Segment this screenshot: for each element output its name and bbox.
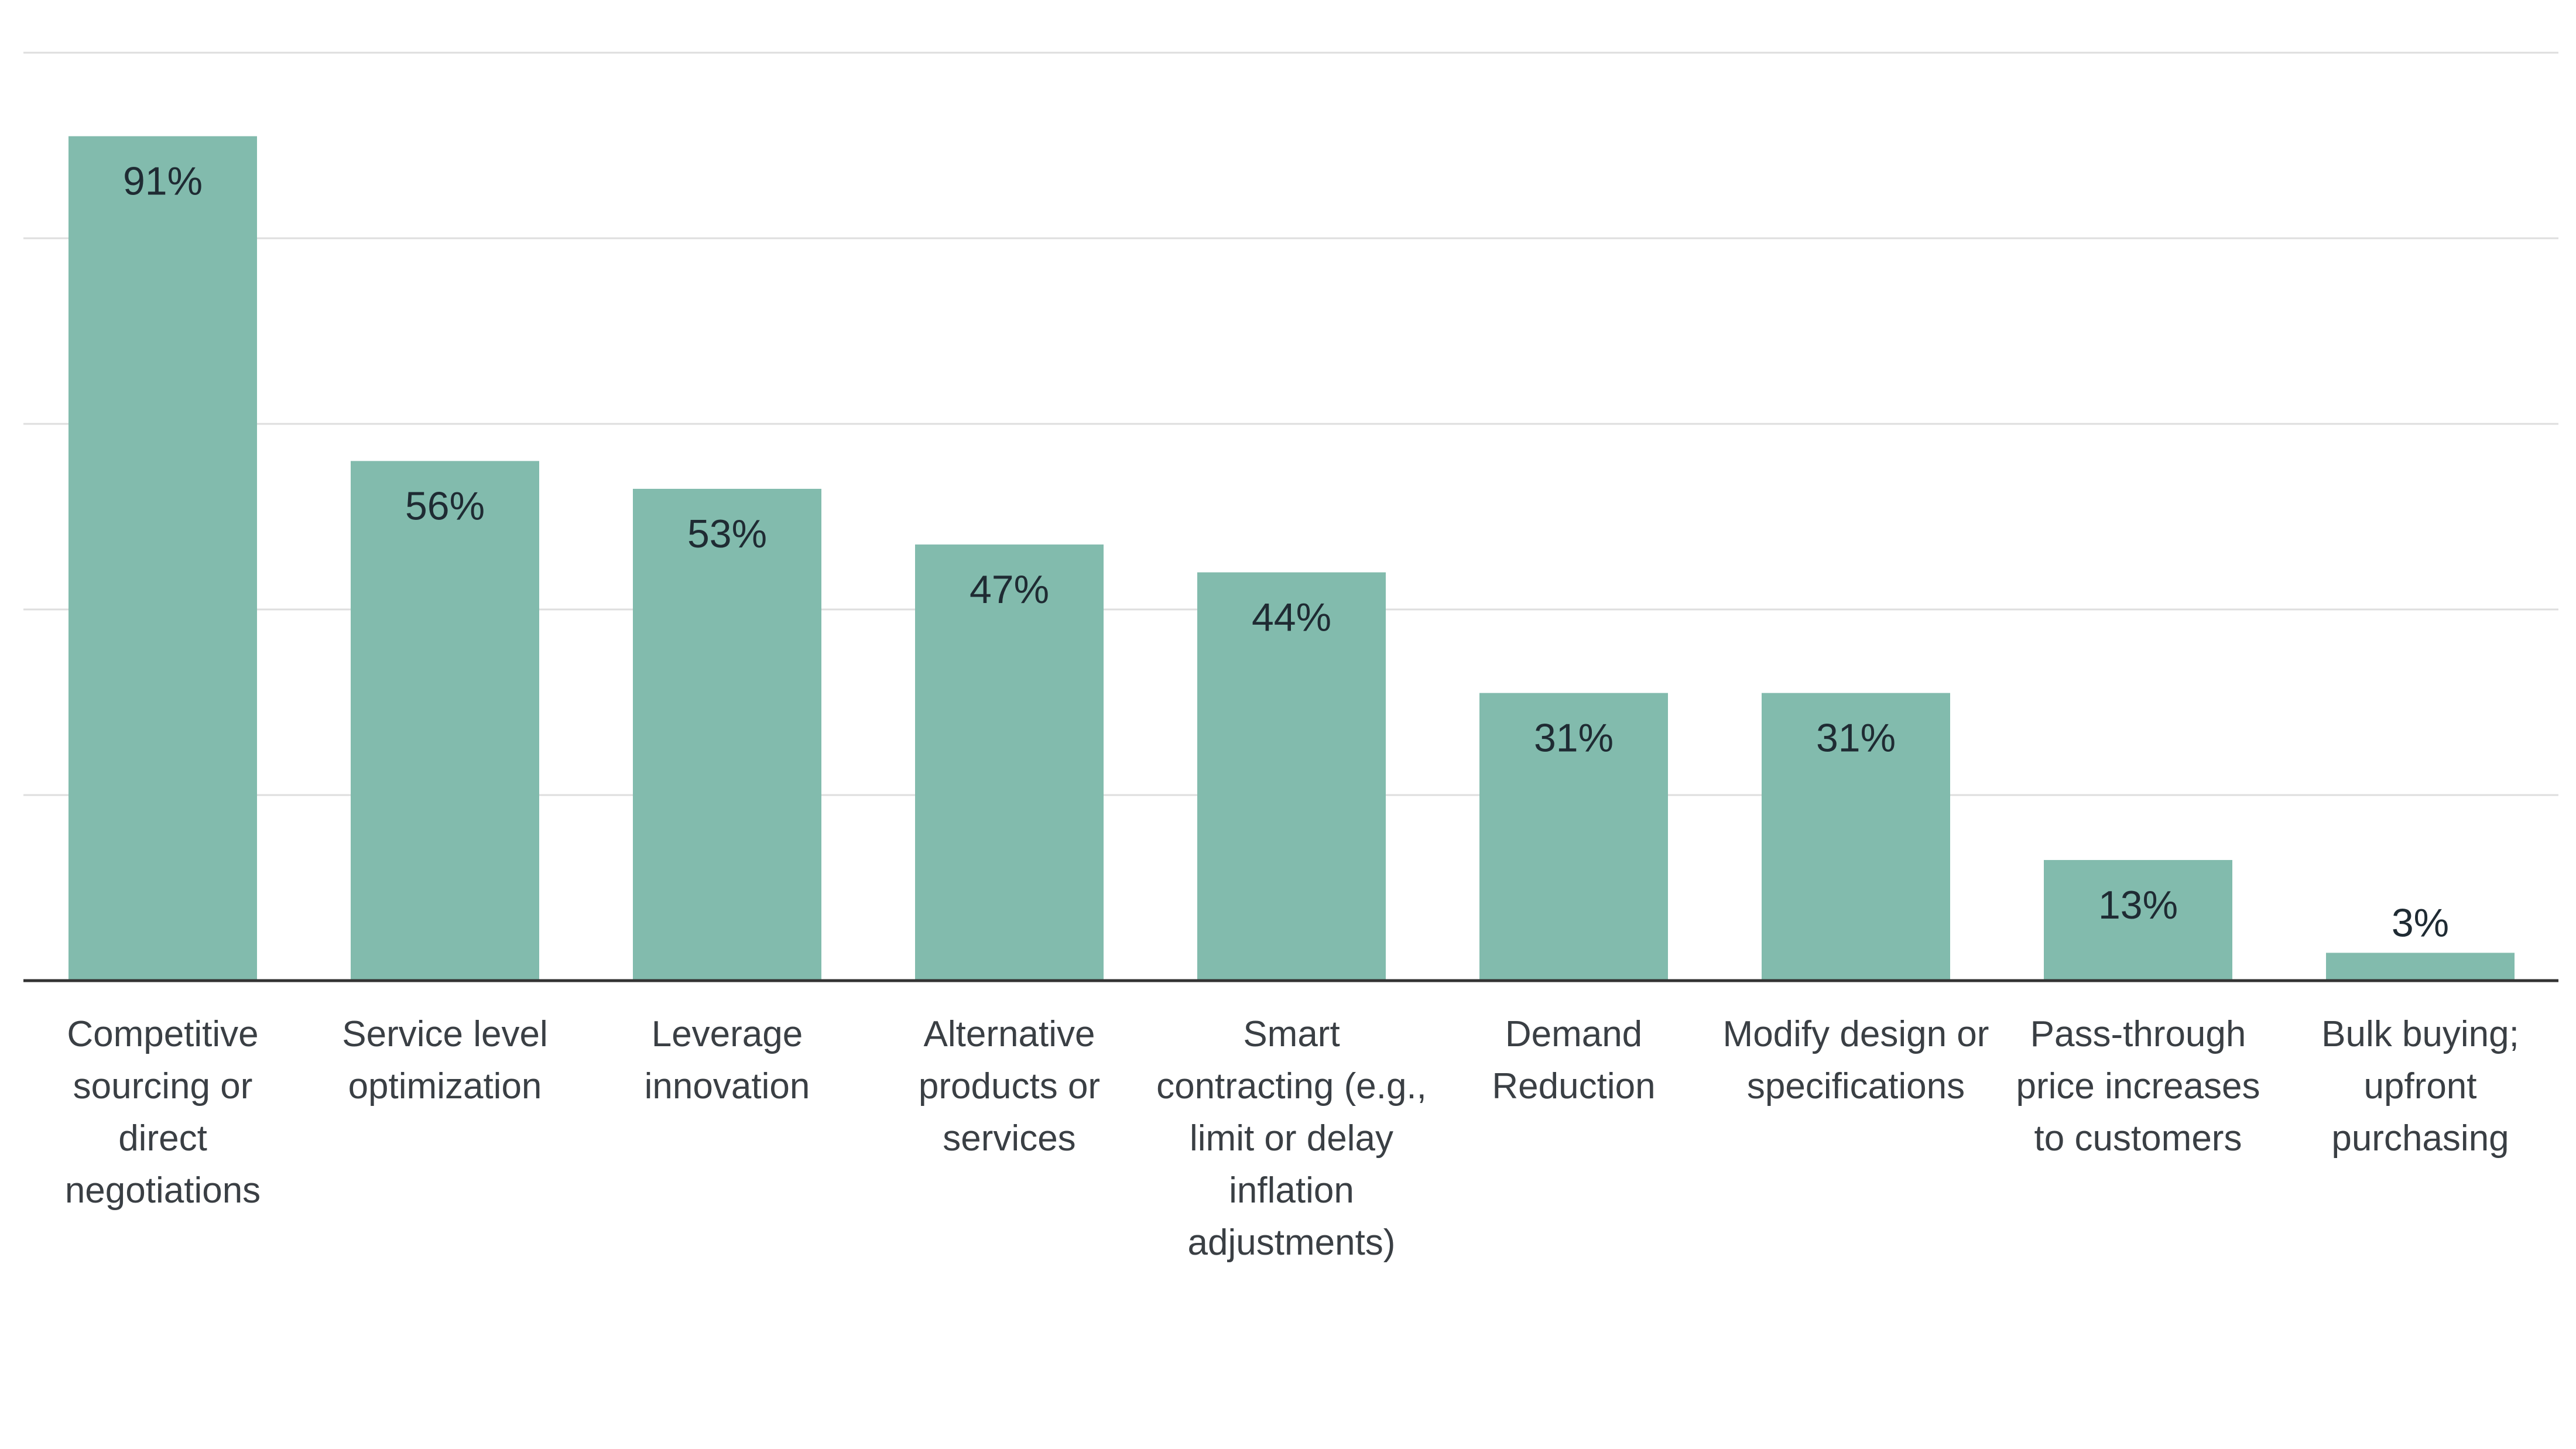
category-labels: Competitive sourcing or direct negotiations… [65, 1014, 2519, 1263]
bar [2044, 859, 2232, 981]
tick-label: Pass-through price increases to customers [2016, 1014, 2260, 1159]
data-label: 3% [2392, 900, 2449, 945]
bar [351, 461, 539, 981]
data-label: 13% [2098, 883, 2178, 927]
bar [1762, 693, 1950, 981]
tick-label: Alternative products or services [919, 1014, 1100, 1159]
tick-label: Bulk buying; upfront purchasing [2321, 1014, 2519, 1159]
tick-label: Demand Reduction [1492, 1014, 1655, 1107]
bar [68, 136, 257, 981]
bars [68, 136, 2515, 981]
tick-label: Modify design or specifications [1723, 1014, 1989, 1107]
data-label: 31% [1816, 716, 1896, 761]
tick-label: Leverage innovation [645, 1014, 810, 1107]
data-label: 53% [687, 512, 767, 556]
data-label: 44% [1252, 595, 1331, 640]
bar [1479, 693, 1668, 981]
bar [2326, 953, 2515, 981]
tick-label: Competitive sourcing or direct negotiations [65, 1014, 261, 1211]
bar [1197, 572, 1386, 981]
data-label: 31% [1534, 716, 1614, 761]
tick-label: Service level optimization [342, 1014, 547, 1107]
tick-label: Smart contracting (e.g., limit or delay inf… [1156, 1014, 1427, 1263]
data-label: 47% [970, 567, 1049, 612]
bar [915, 544, 1104, 981]
bar [633, 488, 821, 981]
value-labels: 91% 56% 53% 47% 44% 31% 31% 13% 3% [123, 159, 2449, 946]
data-label: 91% [123, 159, 203, 204]
data-label: 56% [405, 484, 485, 528]
